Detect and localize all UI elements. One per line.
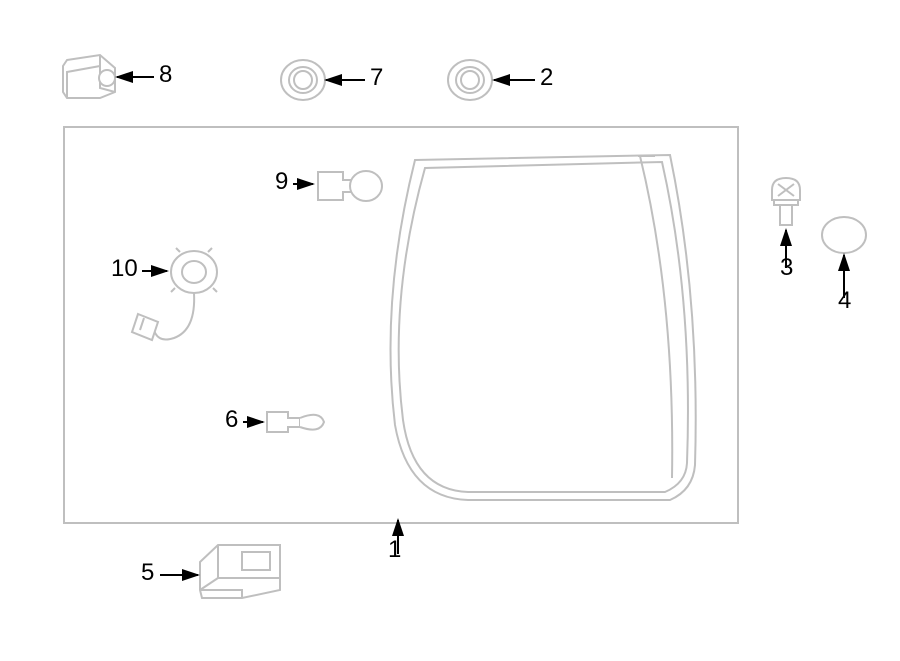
part-clip-8 [63,55,115,98]
callout-label-8: 8 [159,61,172,89]
part-grommet-2 [448,60,492,100]
callout-label-1: 1 [388,536,401,564]
callout-label-10: 10 [111,255,138,283]
callout-label-2: 2 [540,64,553,92]
part-screw-3 [772,178,800,225]
callout-label-6: 6 [225,406,238,434]
callout-label-4: 4 [838,287,851,315]
part-bracket-5 [200,545,280,598]
part-seal-4 [822,217,866,253]
diagram-canvas: 1 2 3 4 5 6 7 8 9 10 [0,0,900,661]
callout-label-3: 3 [780,254,793,282]
assembly-boundary-box [63,126,739,524]
callout-label-7: 7 [370,64,383,92]
part-grommet-7 [281,60,325,100]
callout-label-9: 9 [275,168,288,196]
callout-label-5: 5 [141,559,154,587]
